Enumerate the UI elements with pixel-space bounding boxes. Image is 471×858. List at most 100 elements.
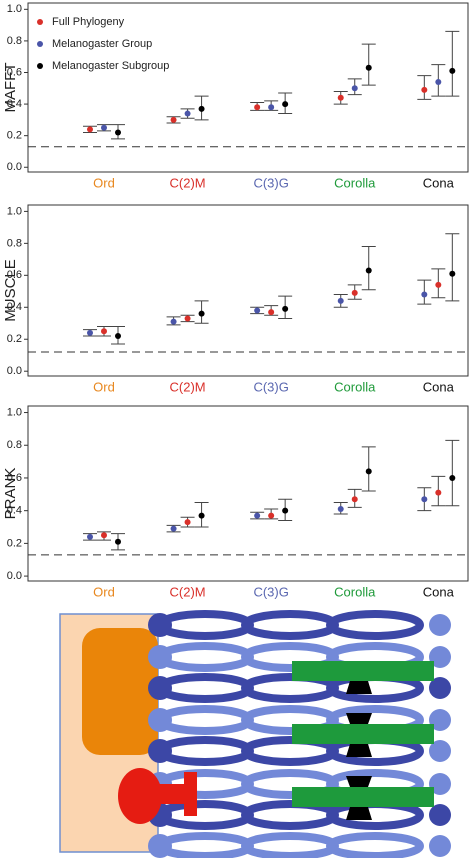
category-label: C(2)M <box>170 175 206 190</box>
category-label: C(3)G <box>253 175 288 190</box>
point <box>282 101 289 108</box>
point <box>365 267 372 274</box>
category-label: C(2)M <box>170 584 206 599</box>
legend-marker <box>37 41 43 47</box>
point <box>198 512 205 519</box>
y-tick-label: 0.2 <box>7 130 22 142</box>
legend-label: Melanogaster Subgroup <box>52 60 169 72</box>
point <box>351 289 358 296</box>
point <box>268 309 275 316</box>
point <box>198 105 205 112</box>
point <box>337 506 344 513</box>
y-tick-label: 0.6 <box>7 472 22 484</box>
point <box>115 538 121 545</box>
point <box>101 328 107 335</box>
point <box>184 519 191 526</box>
point <box>170 525 177 532</box>
point <box>282 305 289 312</box>
point <box>101 532 107 539</box>
point <box>282 507 289 514</box>
y-tick-label: 0.4 <box>7 505 22 517</box>
point <box>254 307 261 314</box>
point <box>351 85 358 92</box>
panel: MUSCLE 0.0 0.2 0.4 0.6 0.8 1.0 Ord C(2)M C(3)G Cor… <box>2 204 469 394</box>
category-label: Ord <box>93 584 115 599</box>
category-label: Corolla <box>334 175 376 190</box>
category-label: C(2)M <box>170 379 206 394</box>
point <box>115 333 121 340</box>
point <box>115 129 121 136</box>
category-label: Corolla <box>334 584 376 599</box>
plot-frame <box>27 204 469 377</box>
linkers <box>346 681 372 820</box>
point <box>268 104 275 111</box>
point <box>170 318 177 325</box>
point <box>268 512 275 519</box>
point <box>254 104 261 111</box>
y-tick-label: 1.0 <box>7 205 22 217</box>
category-label: Ord <box>93 379 115 394</box>
y-tick-label: 0.0 <box>7 570 22 582</box>
category-label: Cona <box>423 379 455 394</box>
panel: MAFFT 0.0 0.2 0.4 0.6 0.8 1.0 Ord C(2)M C(3)G Coro… <box>2 2 469 190</box>
y-tick-label: 0.0 <box>7 161 22 173</box>
point <box>435 78 442 85</box>
orange-block <box>82 628 158 755</box>
point <box>449 474 456 481</box>
y-tick-label: 0.8 <box>7 237 22 249</box>
y-tick-label: 0.4 <box>7 98 22 110</box>
y-tick-label: 0.8 <box>7 439 22 451</box>
y-tick-label: 1.0 <box>7 406 22 418</box>
anchor <box>118 768 197 824</box>
y-tick-label: 0.6 <box>7 66 22 78</box>
plot-frame <box>27 405 469 582</box>
y-tick-label: 0.8 <box>7 35 22 47</box>
point <box>87 329 93 336</box>
y-tick-label: 1.0 <box>7 3 22 15</box>
point <box>198 310 205 317</box>
point <box>184 110 191 117</box>
category-label: Cona <box>423 584 455 599</box>
point <box>87 533 93 540</box>
y-axis-label: MAFFT <box>2 63 19 113</box>
point <box>170 116 177 123</box>
point <box>421 291 428 298</box>
y-tick-label: 0.0 <box>7 365 22 377</box>
point <box>449 270 456 277</box>
point <box>421 86 428 93</box>
error-bar <box>445 233 460 302</box>
diagram <box>59 610 451 858</box>
category-label: Ord <box>93 175 115 190</box>
y-tick-label: 0.2 <box>7 333 22 345</box>
category-label: Corolla <box>334 379 376 394</box>
error-bar <box>361 43 376 86</box>
error-bar <box>445 439 460 507</box>
point <box>254 512 261 519</box>
category-label: C(3)G <box>253 379 288 394</box>
point <box>337 94 344 101</box>
point <box>184 315 191 322</box>
y-tick-label: 0.6 <box>7 269 22 281</box>
plot-frame <box>27 2 469 173</box>
category-label: Cona <box>423 175 455 190</box>
point <box>365 468 372 475</box>
y-tick-label: 0.4 <box>7 301 22 313</box>
point <box>435 489 442 496</box>
legend-marker <box>37 19 43 25</box>
point <box>435 281 442 288</box>
y-tick-label: 0.2 <box>7 537 22 549</box>
legend-marker <box>37 63 43 69</box>
y-axis-label: MUSCLE <box>2 259 19 322</box>
legend-label: Melanogaster Group <box>52 38 152 50</box>
point <box>365 64 372 71</box>
point <box>351 496 358 503</box>
legend-label: Full Phylogeny <box>52 16 125 28</box>
point <box>449 67 456 74</box>
green-bars <box>292 661 434 807</box>
error-bar <box>445 30 460 97</box>
point <box>337 297 344 304</box>
panel: PRANK 0.0 0.2 0.4 0.6 0.8 1.0 Ord C(2)M C(3)G Coro… <box>2 405 469 599</box>
y-axis-label: PRANK <box>2 468 19 520</box>
